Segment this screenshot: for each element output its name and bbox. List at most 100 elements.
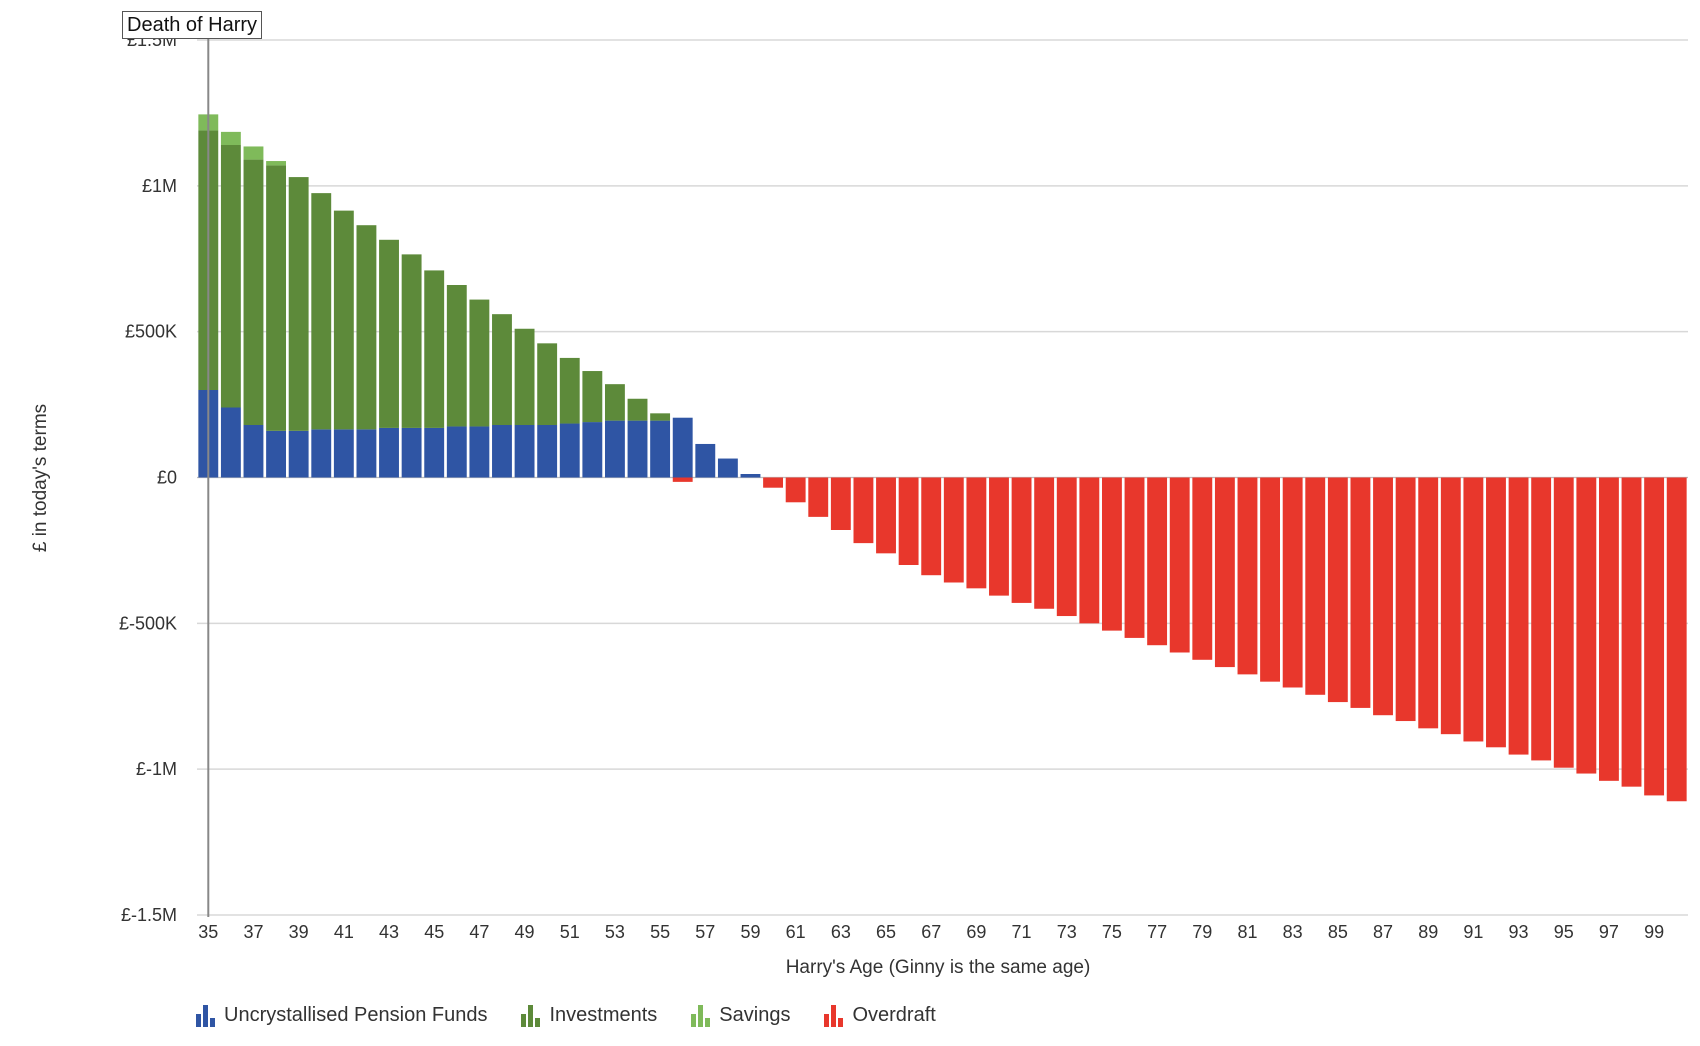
bar-uncrystallised-pension-funds-age-50 [537, 425, 558, 478]
bar-uncrystallised-pension-funds-age-41 [333, 429, 354, 478]
bar-investments-age-40 [311, 193, 332, 430]
bar-overdraft-age-84 [1305, 477, 1326, 695]
x-tick-label: 83 [1283, 922, 1303, 942]
bar-investments-age-53 [604, 384, 625, 421]
bar-uncrystallised-pension-funds-age-55 [650, 420, 671, 478]
bar-investments-age-49 [514, 328, 535, 425]
bar-overdraft-age-81 [1237, 477, 1258, 675]
y-tick-label: £1M [142, 176, 177, 196]
x-tick-label: 43 [379, 922, 399, 942]
x-tick-label: 87 [1373, 922, 1393, 942]
bar-investments-age-51 [559, 357, 580, 424]
bar-overdraft-age-96 [1576, 477, 1597, 774]
x-tick-label: 99 [1644, 922, 1664, 942]
x-tick-label: 73 [1057, 922, 1077, 942]
bar-investments-age-44 [401, 254, 422, 428]
bar-uncrystallised-pension-funds-age-47 [469, 426, 490, 478]
x-tick-label: 89 [1418, 922, 1438, 942]
bar-overdraft-age-65 [876, 477, 896, 554]
x-tick-label: 69 [966, 922, 986, 942]
x-tick-label: 39 [289, 922, 309, 942]
legend-item-uncrystallised-pension-funds[interactable]: Uncrystallised Pension Funds [196, 1004, 487, 1027]
bar-investments-age-52 [582, 371, 603, 423]
x-tick-label: 57 [695, 922, 715, 942]
bar-investments-age-47 [469, 299, 490, 427]
bar-uncrystallised-pension-funds-age-38 [266, 430, 287, 478]
bar-overdraft-age-92 [1486, 477, 1506, 748]
bar-overdraft-age-93 [1508, 477, 1529, 755]
bar-overdraft-age-70 [989, 477, 1009, 596]
y-tick-label: £-1M [136, 759, 177, 779]
legend-label: Investments [549, 1004, 658, 1026]
x-tick-label: 63 [831, 922, 851, 942]
x-tick-label: 79 [1192, 922, 1212, 942]
bar-overdraft-age-78 [1169, 477, 1190, 653]
x-tick-label: 45 [424, 922, 444, 942]
x-tick-label: 61 [786, 922, 806, 942]
bar-overdraft-age-88 [1395, 477, 1416, 722]
bar-overdraft-age-86 [1350, 477, 1371, 708]
bar-overdraft-age-95 [1553, 477, 1574, 768]
bar-uncrystallised-pension-funds-age-44 [401, 427, 422, 478]
bar-overdraft-age-77 [1147, 477, 1168, 646]
legend-label: Uncrystallised Pension Funds [224, 1004, 488, 1026]
bar-overdraft-age-87 [1373, 477, 1393, 716]
bar-overdraft-age-72 [1034, 477, 1055, 609]
bar-investments-age-43 [379, 239, 399, 428]
bar-overdraft-age-69 [966, 477, 987, 589]
x-tick-label: 77 [1147, 922, 1167, 942]
bar-investments-age-41 [333, 210, 354, 430]
x-tick-label: 85 [1328, 922, 1348, 942]
bar-overdraft-age-94 [1531, 477, 1552, 761]
bar-overdraft-age-56 [672, 477, 693, 482]
bar-overdraft-age-79 [1192, 477, 1213, 660]
bar-chart-icon [691, 1004, 711, 1027]
bar-investments-age-42 [356, 225, 377, 430]
x-axis-label: Harry's Age (Ginny is the same age) [786, 957, 1091, 978]
bar-investments-age-48 [492, 314, 512, 425]
legend-item-investments[interactable]: Investments [521, 1004, 657, 1027]
bar-overdraft-age-91 [1463, 477, 1484, 742]
y-axis-label: £ in today's terms [30, 404, 51, 552]
y-tick-label: £500K [125, 322, 177, 342]
x-tick-label: 97 [1599, 922, 1619, 942]
bar-overdraft-age-71 [1011, 477, 1032, 603]
bar-overdraft-age-75 [1101, 477, 1122, 631]
bar-uncrystallised-pension-funds-age-40 [311, 429, 332, 478]
bar-overdraft-age-89 [1418, 477, 1439, 729]
bar-uncrystallised-pension-funds-age-36 [220, 407, 241, 478]
gridlines [197, 39, 1688, 916]
bar-overdraft-age-76 [1124, 477, 1145, 638]
bar-uncrystallised-pension-funds-age-51 [559, 423, 580, 478]
bar-investments-age-36 [220, 145, 241, 408]
bar-uncrystallised-pension-funds-age-57 [695, 443, 716, 478]
bar-overdraft-age-83 [1282, 477, 1303, 688]
bar-investments-age-38 [266, 165, 287, 431]
bar-uncrystallised-pension-funds-age-42 [356, 429, 377, 478]
x-tick-label: 81 [1237, 922, 1257, 942]
bar-investments-age-37 [243, 159, 264, 426]
x-tick-label: 41 [334, 922, 354, 942]
x-axis-ticks: 35 37 39 41 43 45 47 49 51 53 55 57 59 61 63 65 67 69 71 73… [198, 922, 1664, 942]
bar-overdraft-age-82 [1260, 477, 1281, 682]
bar-uncrystallised-pension-funds-age-52 [582, 422, 603, 478]
legend-item-savings[interactable]: Savings [691, 1004, 790, 1027]
bar-uncrystallised-pension-funds-age-54 [627, 420, 648, 478]
bar-uncrystallised-pension-funds-age-59 [740, 474, 761, 478]
x-tick-label: 75 [1102, 922, 1122, 942]
y-tick-label: £-500K [119, 613, 177, 633]
x-tick-label: 49 [515, 922, 535, 942]
bar-uncrystallised-pension-funds-age-49 [514, 425, 535, 478]
bar-uncrystallised-pension-funds-age-39 [288, 430, 309, 478]
x-tick-label: 37 [243, 922, 263, 942]
legend-item-overdraft[interactable]: Overdraft [824, 1004, 936, 1027]
legend-label: Savings [719, 1004, 791, 1026]
x-tick-label: 91 [1463, 922, 1483, 942]
bar-savings-age-36 [220, 131, 241, 145]
bar-uncrystallised-pension-funds-age-48 [492, 425, 512, 478]
bar-uncrystallised-pension-funds-age-46 [446, 426, 467, 478]
bar-uncrystallised-pension-funds-age-53 [604, 420, 625, 478]
bar-investments-age-46 [446, 285, 467, 427]
bar-overdraft-age-60 [763, 477, 784, 488]
